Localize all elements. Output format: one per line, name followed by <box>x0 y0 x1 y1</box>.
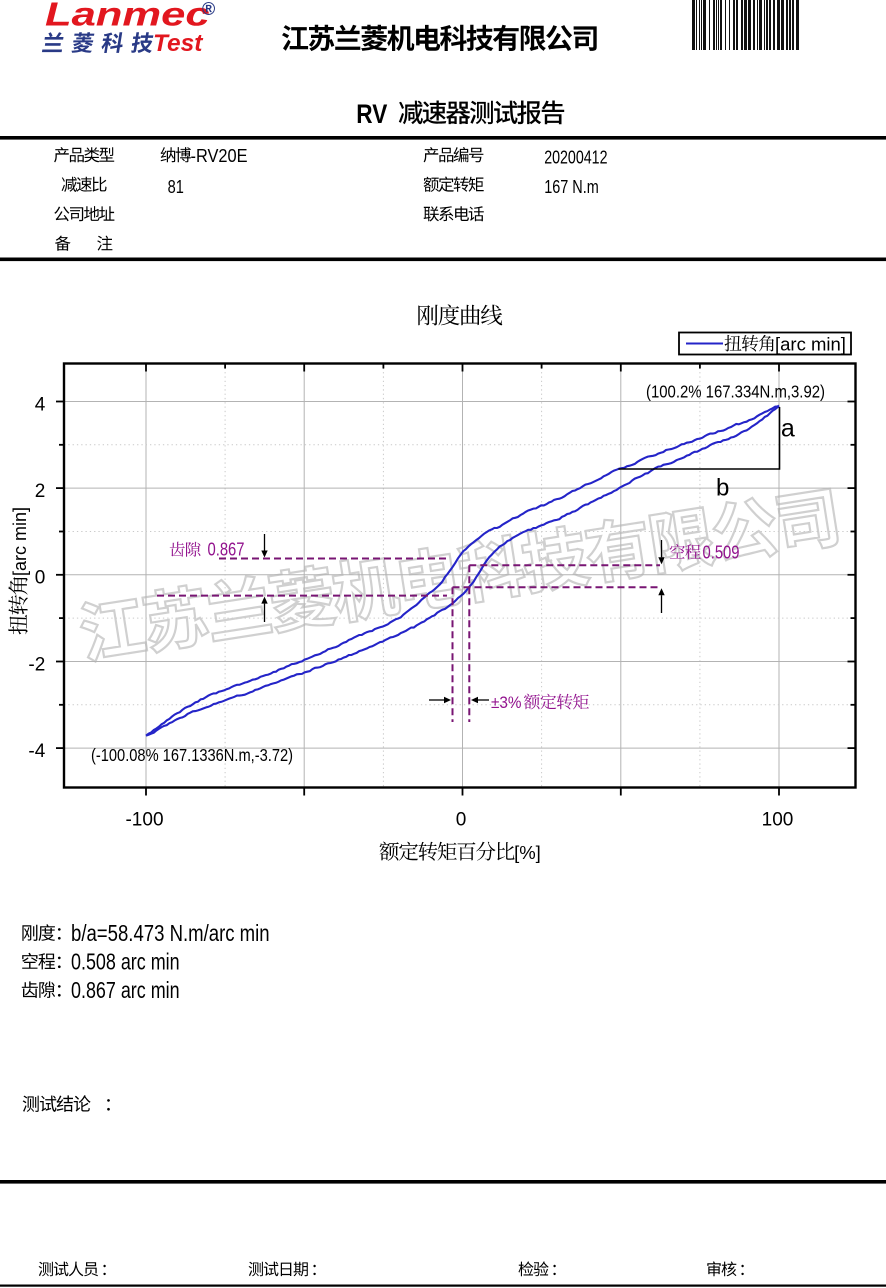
svg-text:-100: -100 <box>125 810 163 831</box>
svg-text:2: 2 <box>35 481 46 502</box>
svg-text:0.867 arc min: 0.867 arc min <box>71 977 180 1003</box>
svg-text:-RV20E: -RV20E <box>191 146 248 166</box>
svg-text:0.867: 0.867 <box>208 539 245 560</box>
svg-text:-4: -4 <box>28 741 45 762</box>
svg-text:(100.2% 167.334N.m,3.92): (100.2% 167.334N.m,3.92) <box>646 382 825 402</box>
svg-text:RV: RV <box>356 99 387 129</box>
svg-text:[arc min]: [arc min] <box>775 334 846 355</box>
svg-text:167 N.m: 167 N.m <box>544 177 599 197</box>
svg-text:Lanmec: Lanmec <box>45 0 210 33</box>
svg-text:®: ® <box>202 0 215 19</box>
svg-text:0: 0 <box>35 568 46 589</box>
svg-text:0.508 arc min: 0.508 arc min <box>71 949 180 975</box>
svg-text:[arc min]: [arc min] <box>10 507 30 576</box>
svg-text:(-100.08% 167.1336N.m,-3.72): (-100.08% 167.1336N.m,-3.72) <box>91 745 293 765</box>
svg-text:b/a=58.473 N.m/arc min: b/a=58.473 N.m/arc min <box>71 920 270 946</box>
svg-text:81: 81 <box>168 177 184 197</box>
svg-text:0: 0 <box>456 810 467 831</box>
svg-text:b: b <box>716 475 729 502</box>
svg-text:100: 100 <box>762 810 794 831</box>
svg-text:20200412: 20200412 <box>544 148 607 168</box>
svg-text:[%]: [%] <box>514 842 541 863</box>
svg-text:a: a <box>781 415 795 443</box>
svg-text:Test: Test <box>153 30 203 57</box>
svg-text:4: 4 <box>35 394 46 415</box>
svg-text:-2: -2 <box>28 654 45 675</box>
svg-text:0.509: 0.509 <box>703 542 740 563</box>
svg-text:±3%: ±3% <box>491 693 522 712</box>
